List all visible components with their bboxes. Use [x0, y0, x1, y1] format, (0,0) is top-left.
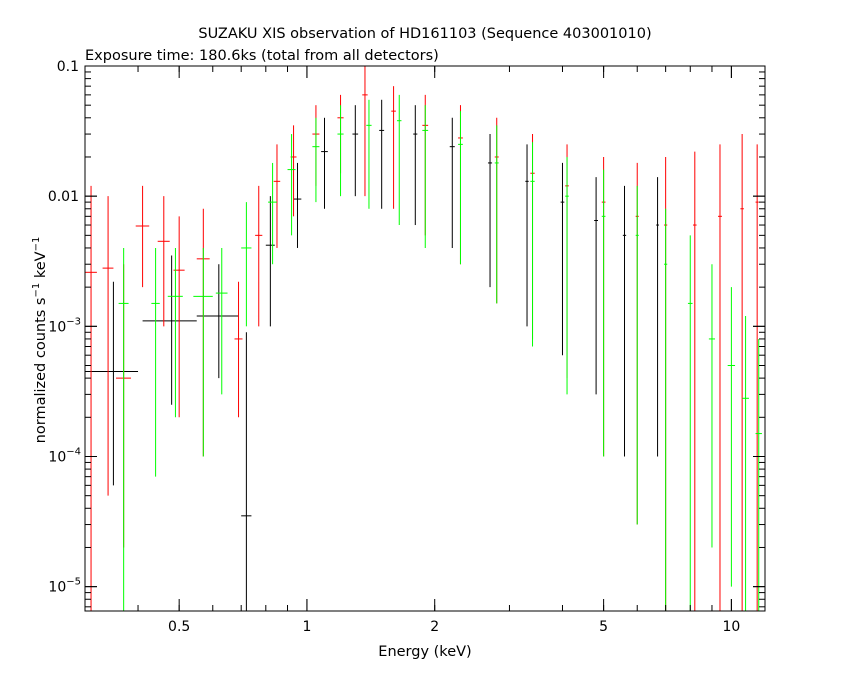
x-tick-label: 0.5 [168, 619, 190, 635]
x-tick-label: 1 [302, 619, 311, 635]
data-point [167, 247, 183, 418]
data-point [487, 134, 493, 288]
data-point [687, 235, 693, 611]
data-point [151, 247, 160, 477]
data-point [193, 247, 213, 457]
data-point [449, 117, 455, 248]
data-point [742, 316, 749, 611]
data-point [718, 144, 722, 611]
data-point [273, 144, 281, 248]
chart-title: SUZAKU XIS observation of HD161103 (Sequ… [198, 26, 651, 42]
data-point [397, 94, 402, 226]
data-point [352, 105, 359, 197]
y-axis-label: normalized counts s−1 keV−1 [31, 237, 49, 444]
data-point [366, 99, 372, 209]
data-point [560, 162, 565, 356]
data-point [85, 185, 97, 611]
data-point [293, 162, 302, 248]
y-tick-label: 0.1 [57, 59, 79, 75]
data-point [102, 196, 114, 496]
data-point [321, 117, 328, 209]
data-point [740, 134, 744, 611]
data-point [142, 255, 197, 405]
data-point [530, 142, 535, 347]
series-0 [85, 99, 659, 611]
data-point [708, 264, 716, 548]
data-point [287, 134, 296, 236]
x-axis-label: Energy (keV) [378, 644, 471, 660]
data-point [135, 185, 150, 288]
data-point [664, 208, 668, 611]
data-point [413, 105, 418, 226]
data-point [241, 332, 252, 611]
y-tick-label: 0.01 [48, 189, 79, 205]
data-point [379, 99, 385, 209]
tick-labels: 0.5 1 2 5 10 10−5 10−4 10−3 0.01 0.1 [48, 59, 740, 635]
data-point [362, 66, 368, 197]
data-point [265, 196, 275, 327]
x-tick-label: 2 [430, 619, 439, 635]
series-2 [118, 94, 762, 611]
data-point [525, 144, 529, 327]
axis-ticks [84, 65, 765, 611]
data-point [234, 281, 243, 418]
y-tick-label: 10−4 [48, 446, 81, 465]
data-point [337, 105, 344, 197]
x-tick-label: 5 [599, 619, 608, 635]
data-point [85, 281, 139, 486]
data-point [391, 86, 396, 209]
data-point [241, 202, 252, 327]
data-point [157, 196, 170, 327]
data-point [755, 144, 759, 611]
data-point [635, 185, 639, 525]
data-point [594, 177, 599, 395]
data-point [656, 177, 659, 457]
data-point [268, 162, 277, 265]
data-point [255, 185, 263, 327]
data-point [494, 125, 499, 304]
data-point [601, 169, 606, 457]
data-point [312, 117, 320, 203]
y-tick-label: 10−3 [48, 316, 81, 335]
data-point [422, 105, 429, 248]
data-point [458, 111, 463, 265]
x-tick-label: 10 [722, 619, 740, 635]
data-point [622, 185, 627, 457]
data-point [215, 247, 228, 395]
series-layer [85, 66, 762, 611]
data-point [118, 247, 129, 611]
y-tick-label: 10−5 [48, 577, 81, 596]
data-point [755, 338, 762, 611]
data-point [727, 287, 736, 587]
data-point [565, 156, 569, 395]
chart-subtitle: Exposure time: 180.6ks (total from all d… [85, 48, 439, 64]
data-point [693, 151, 697, 611]
